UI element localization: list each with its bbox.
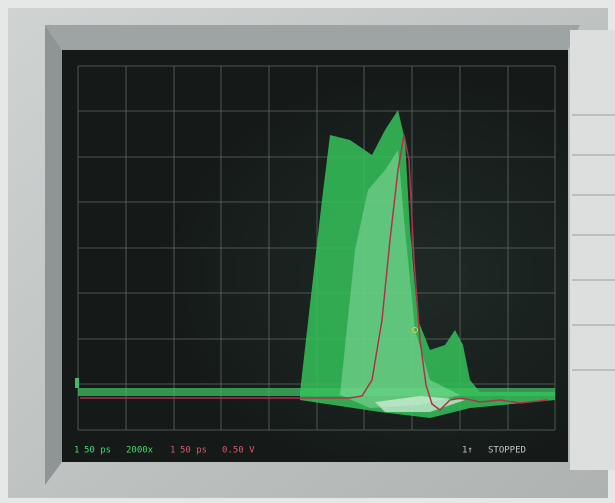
math-channel: 1	[170, 446, 175, 456]
side-panel	[570, 30, 615, 470]
bezel-top-shade	[45, 25, 580, 50]
acquisition-state: STOPPED	[488, 446, 526, 456]
averaging: 2000x	[126, 446, 154, 456]
status-bar: 1 50 ps 2000x 1 50 ps 0.50 V 1↑ STOPPED	[74, 446, 526, 456]
channel-marker	[75, 378, 79, 388]
math-scale: 0.50 V	[222, 446, 255, 456]
math-timebase: 50 ps	[180, 446, 207, 456]
average-trace	[80, 134, 549, 411]
cursor-marker	[412, 327, 418, 333]
timebase: 50 ps	[84, 446, 111, 456]
trigger: 1↑	[462, 446, 473, 456]
bezel-left-shade	[45, 25, 62, 485]
side-buttons	[572, 114, 615, 371]
waveform-persistence	[78, 110, 555, 418]
channel: 1	[74, 446, 79, 456]
